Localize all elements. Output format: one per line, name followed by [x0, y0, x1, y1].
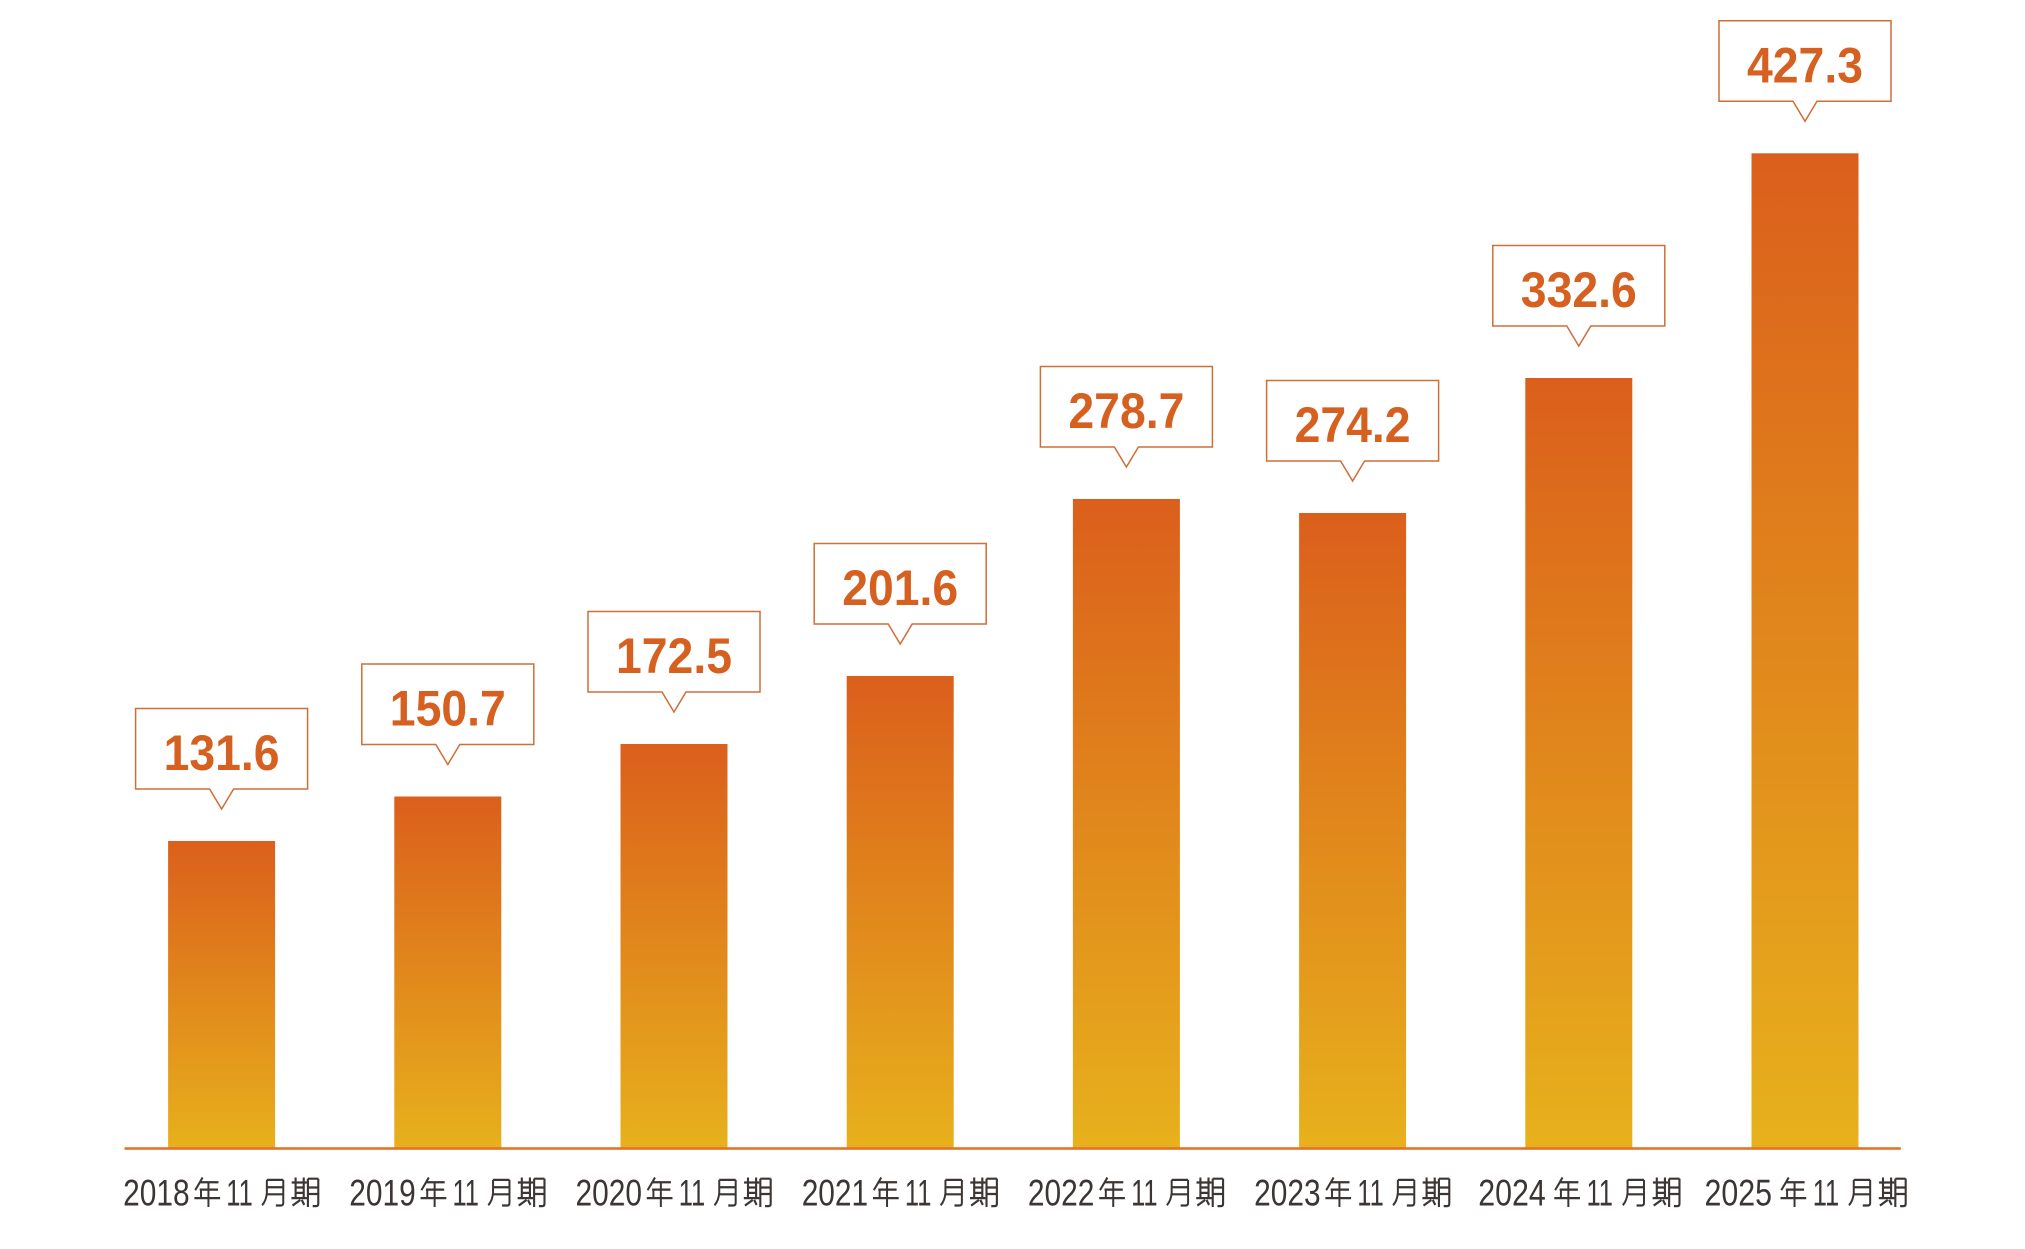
svg-text:11: 11 [453, 1172, 480, 1214]
svg-text:278.7: 278.7 [1068, 383, 1184, 439]
svg-text:2019: 2019 [349, 1172, 416, 1214]
svg-text:2018: 2018 [123, 1172, 190, 1214]
svg-text:11: 11 [905, 1172, 932, 1214]
svg-text:274.2: 274.2 [1295, 397, 1411, 453]
svg-text:2020: 2020 [576, 1172, 643, 1214]
svg-text:172.5: 172.5 [616, 628, 732, 684]
svg-text:11: 11 [1357, 1172, 1384, 1214]
svg-text:2022: 2022 [1028, 1172, 1095, 1214]
svg-text:11: 11 [1587, 1172, 1614, 1214]
svg-text:2021: 2021 [802, 1172, 869, 1214]
svg-text:201.6: 201.6 [842, 560, 958, 616]
svg-text:11: 11 [679, 1172, 706, 1214]
svg-text:332.6: 332.6 [1521, 262, 1637, 318]
svg-text:11: 11 [1813, 1172, 1840, 1214]
svg-text:427.3: 427.3 [1747, 38, 1863, 94]
svg-text:11: 11 [1131, 1172, 1158, 1214]
svg-text:131.6: 131.6 [164, 725, 280, 781]
svg-text:2023: 2023 [1254, 1172, 1321, 1214]
svg-text:2024: 2024 [1478, 1172, 1546, 1214]
svg-text:2025: 2025 [1705, 1172, 1773, 1214]
svg-text:11: 11 [226, 1172, 253, 1214]
svg-text:150.7: 150.7 [390, 681, 506, 737]
